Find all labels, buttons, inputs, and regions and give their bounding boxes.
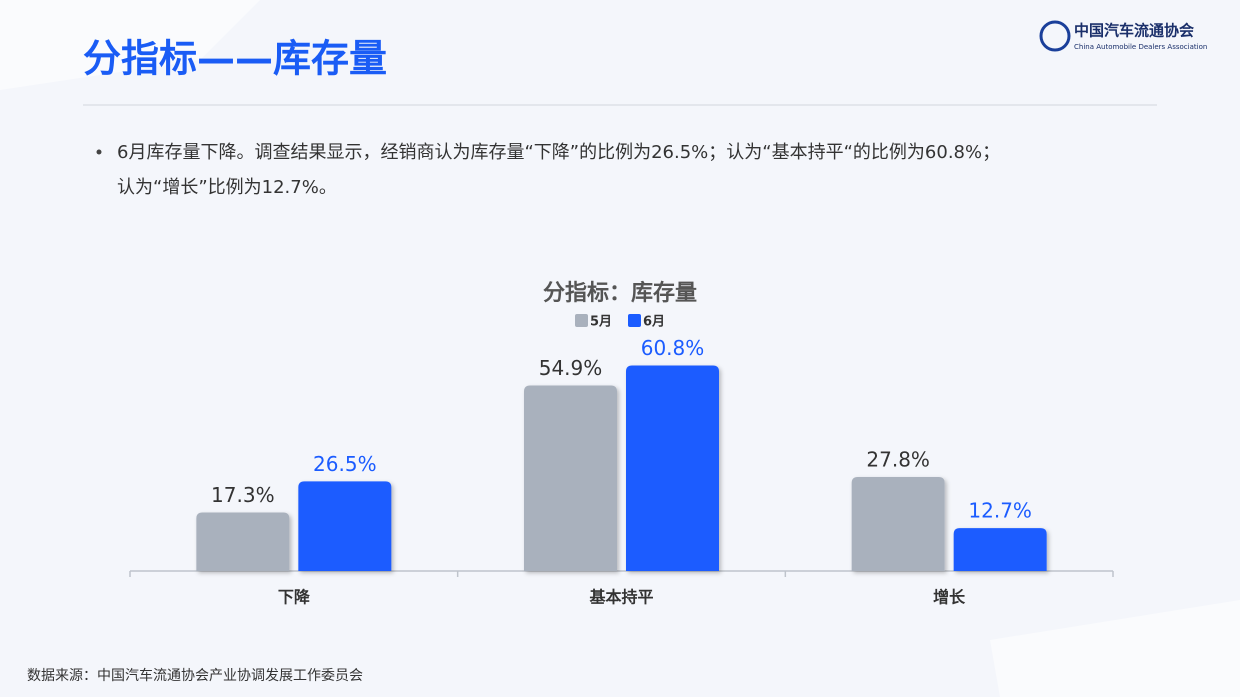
bar: [298, 481, 392, 571]
logo-name: 中国汽车流通协会: [1074, 22, 1194, 40]
bar: [196, 512, 290, 571]
bg-shape: [990, 600, 1240, 697]
x-tick-label: 下降: [278, 588, 311, 607]
value-label: 12.7%: [968, 499, 1032, 523]
bar: [953, 528, 1047, 571]
source: 数据来源：中国汽车流通协会产业协调发展工作委员会: [27, 667, 363, 684]
bullet: [96, 149, 102, 155]
bar: [626, 365, 719, 571]
legend-label: 6月: [643, 315, 665, 330]
value-label: 27.8%: [866, 448, 930, 472]
legend-label: 5月: [590, 315, 612, 330]
legend-swatch: [575, 314, 588, 327]
chart-title: 分指标：库存量: [543, 280, 697, 306]
value-label: 17.3%: [211, 483, 275, 507]
x-tick-label: 增长: [933, 588, 966, 607]
logo-icon: [1039, 20, 1071, 52]
value-label: 54.9%: [539, 356, 603, 380]
slide-title: 分指标——库存量: [83, 37, 387, 81]
bullet-text: 6月库存量下降。调查结果显示，经销商认为库存量“下降”的比例为26.5%；认为“…: [117, 142, 1000, 163]
legend-swatch: [628, 314, 641, 327]
bullet-text: 认为“增长”比例为12.7%。: [117, 177, 337, 198]
bar: [851, 477, 945, 571]
value-label: 26.5%: [313, 452, 377, 476]
logo-english: China Automobile Dealers Association: [1074, 43, 1207, 51]
x-tick-label: 基本持平: [588, 588, 653, 607]
bar: [524, 385, 617, 571]
bg-shape: [0, 0, 260, 90]
value-label: 60.8%: [641, 336, 705, 360]
